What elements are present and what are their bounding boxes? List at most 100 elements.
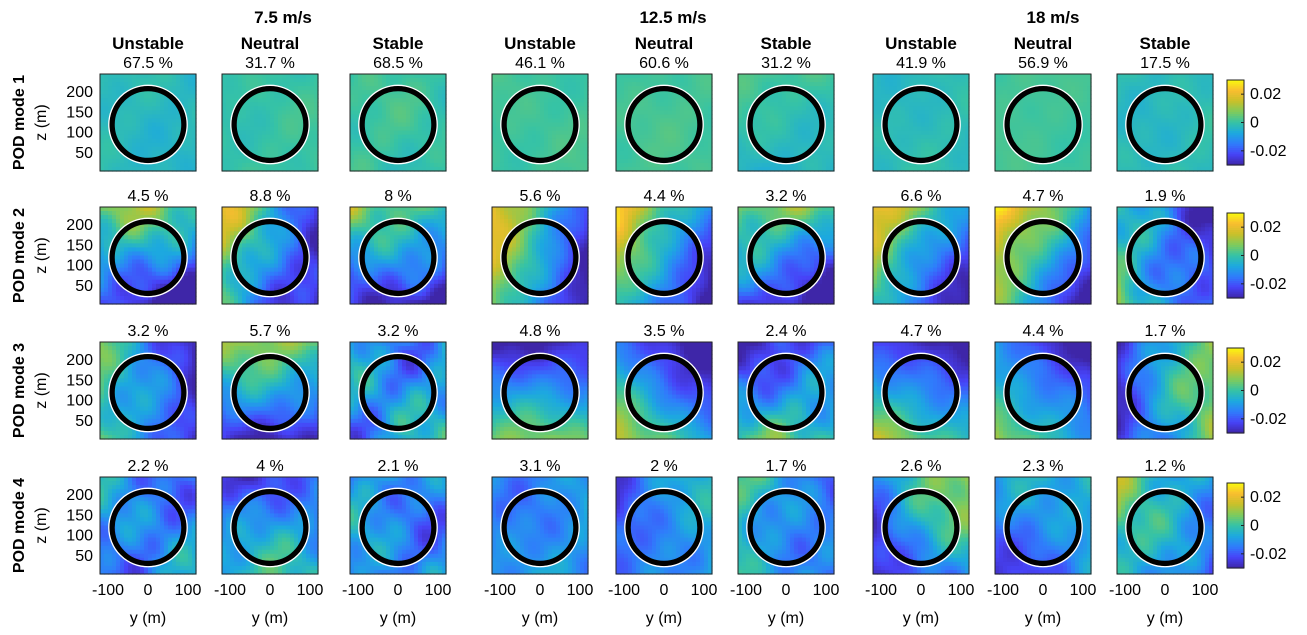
field-cell [802,98,807,103]
field-cell [422,118,427,124]
field-cell [696,162,701,168]
field-cell [390,94,395,99]
field-cell [382,150,387,156]
field-cell [426,110,431,116]
field-cell [616,126,621,132]
field-cell [893,110,898,116]
field-cell [382,130,387,136]
field-cell [644,86,649,91]
field-cell [961,110,966,116]
field-cell [893,90,898,95]
field-cell [584,74,589,79]
field-cell [132,94,137,99]
field-cell [905,110,910,116]
field-cell [770,74,775,79]
field-cell [1117,166,1122,172]
field-cell [704,162,709,168]
field-cell [1039,142,1044,148]
field-cell [1157,106,1162,111]
field-cell [116,122,121,128]
field-cell [1079,90,1084,95]
panel-frame [872,73,970,172]
field-cell [560,138,565,144]
field-cell [314,166,319,172]
field-cell [500,106,505,111]
field-cell [438,98,443,103]
field-cell [1039,118,1044,124]
field-cell [184,134,189,140]
field-cell [1063,130,1068,136]
field-cell [524,74,529,79]
field-cell [152,98,157,103]
field-cell [704,74,709,79]
field-cell [580,138,585,144]
field-cell [576,138,581,144]
field-cell [290,86,295,91]
field-cell [314,110,319,116]
field-cell [266,154,271,160]
field-cell [1011,126,1016,132]
field-cell [901,74,906,79]
field-cell [226,86,231,91]
field-cell [1047,106,1052,111]
field-cell [160,130,165,136]
field-cell [140,138,145,144]
field-cell [556,98,561,103]
field-cell [1129,150,1134,156]
field-cell [394,130,399,136]
field-cell [242,166,247,172]
field-cell [314,78,319,83]
field-cell [524,134,529,140]
field-cell [873,126,878,132]
field-cell [1145,146,1150,152]
field-cell [366,158,371,164]
field-cell [250,166,255,172]
field-cell [310,134,315,140]
field-cell [770,150,775,156]
field-cell [354,150,359,156]
field-cell [945,82,950,87]
field-cell [778,138,783,144]
field-cell [568,78,573,83]
field-cell [100,106,105,111]
field-cell [350,78,355,83]
field-cell [684,102,689,107]
field-cell [1063,162,1068,168]
field-cell [1161,150,1166,156]
field-cell [1039,110,1044,116]
field-cell [652,138,657,144]
field-cell [492,78,497,83]
field-cell [354,74,359,79]
field-cell [410,82,415,87]
field-cell [810,166,815,172]
field-cell [560,106,565,111]
field-cell [660,110,665,116]
field-cell [941,74,946,79]
field-cell [314,102,319,107]
field-cell [1015,102,1020,107]
field-cell [814,126,819,132]
field-cell [274,122,279,128]
field-cell [394,122,399,128]
field-cell [172,118,177,124]
rotor-outline [881,84,961,165]
field-cell [652,98,657,103]
field-cell [1063,82,1068,87]
field-cell [434,142,439,148]
field-cell [774,162,779,168]
field-cell [226,118,231,124]
field-cell [1071,110,1076,116]
field-cell [826,110,831,116]
field-cell [1153,138,1158,144]
field-cell [124,162,129,168]
field-cell [1125,158,1130,164]
field-cell [246,74,251,79]
field-cell [508,78,513,83]
field-cell [394,106,399,111]
field-cell [738,162,743,168]
field-cell [762,122,767,128]
field-cell [1117,82,1122,87]
field-cell [806,122,811,128]
field-cell [508,122,513,128]
field-cell [120,130,125,136]
